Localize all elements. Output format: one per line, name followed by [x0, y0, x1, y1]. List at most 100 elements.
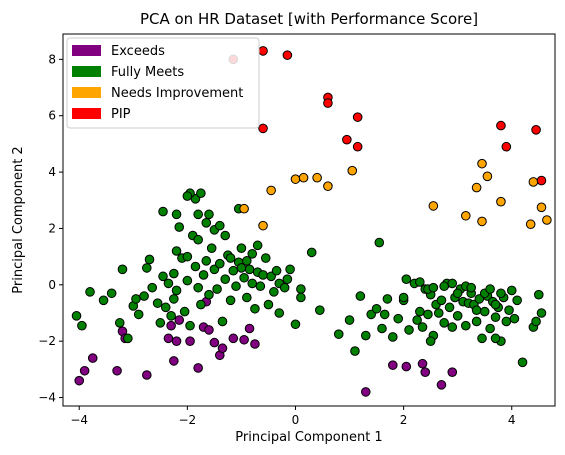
- data-point: [225, 253, 236, 263]
- y-tick-label: −4: [38, 391, 56, 405]
- data-point: [401, 274, 412, 284]
- data-point: [279, 282, 290, 293]
- data-point: [263, 299, 274, 310]
- data-point: [155, 318, 166, 328]
- data-point: [166, 320, 176, 331]
- data-point: [217, 343, 228, 354]
- data-point: [471, 316, 482, 327]
- data-point: [439, 281, 449, 292]
- data-point: [244, 323, 255, 334]
- data-point: [404, 325, 414, 335]
- data-point: [436, 380, 447, 390]
- y-axis-ticks: −4 −2 0 2 4 6 8: [38, 52, 63, 405]
- data-point: [182, 191, 193, 201]
- data-point: [504, 305, 514, 315]
- data-point: [142, 370, 152, 380]
- data-point: [258, 270, 268, 280]
- data-point: [393, 313, 404, 324]
- data-point: [496, 288, 506, 299]
- data-point: [490, 312, 501, 323]
- data-point: [147, 282, 158, 293]
- data-point: [417, 322, 428, 332]
- data-point: [371, 303, 382, 314]
- data-point: [193, 363, 203, 373]
- legend-label: Needs Improvement: [111, 86, 243, 101]
- legend-item: Needs Improvement: [72, 86, 243, 101]
- data-point: [477, 158, 487, 169]
- data-point: [460, 210, 471, 221]
- data-point: [436, 295, 447, 306]
- data-point: [315, 305, 325, 315]
- data-point: [433, 308, 444, 318]
- data-point: [374, 237, 385, 248]
- data-point: [133, 309, 144, 320]
- data-point: [169, 294, 179, 304]
- data-point: [312, 172, 322, 183]
- data-point: [247, 249, 258, 259]
- data-point: [242, 292, 252, 303]
- data-point: [247, 278, 258, 289]
- data-point: [496, 196, 506, 207]
- legend-label: Fully Meets: [111, 65, 184, 80]
- data-point: [179, 306, 190, 317]
- data-point: [525, 219, 536, 230]
- data-point: [206, 243, 217, 253]
- data-point: [536, 308, 547, 318]
- legend-item: Exceeds: [72, 44, 165, 59]
- data-point: [239, 203, 249, 214]
- data-point: [360, 330, 371, 341]
- data-point: [490, 333, 501, 344]
- y-tick-label: 4: [48, 165, 56, 179]
- data-point: [231, 281, 241, 292]
- data-point: [350, 346, 360, 356]
- plot-border: [62, 33, 556, 407]
- x-axis-label: Principal Component 1: [235, 430, 382, 445]
- data-point: [160, 302, 171, 313]
- data-point: [477, 216, 487, 227]
- data-point: [185, 320, 195, 331]
- data-point: [282, 274, 293, 284]
- data-point: [482, 171, 493, 182]
- data-point: [214, 220, 225, 231]
- data-point: [282, 50, 293, 60]
- data-point: [250, 303, 260, 314]
- y-tick-label: −2: [38, 334, 56, 348]
- data-point: [228, 333, 239, 344]
- data-point: [193, 234, 203, 245]
- data-point: [352, 112, 363, 122]
- data-point: [255, 281, 266, 292]
- data-point: [87, 353, 98, 363]
- x-tick-label: 4: [508, 413, 516, 427]
- data-point: [252, 240, 263, 251]
- legend-label: PIP: [111, 107, 131, 122]
- y-axis-label: Principal Component 2: [11, 146, 26, 293]
- data-point: [169, 356, 179, 366]
- data-point: [377, 323, 387, 334]
- legend-item: PIP: [72, 107, 131, 122]
- data-point: [485, 284, 495, 294]
- data-point: [401, 361, 412, 372]
- data-point: [479, 306, 490, 317]
- legend-swatch: [72, 87, 101, 98]
- data-point: [536, 202, 547, 213]
- data-point: [506, 285, 517, 296]
- data-point: [198, 270, 209, 280]
- data-point: [239, 272, 249, 283]
- data-point: [360, 387, 371, 397]
- data-point: [258, 220, 268, 231]
- series-fully-meets: [71, 188, 547, 368]
- y-tick-label: 8: [48, 52, 56, 66]
- data-point: [452, 311, 463, 321]
- data-point: [460, 320, 471, 331]
- data-point: [258, 46, 268, 56]
- data-point: [425, 336, 436, 346]
- data-point: [296, 292, 306, 303]
- legend-swatch: [72, 45, 101, 56]
- data-point: [236, 243, 247, 253]
- data-point: [417, 358, 428, 369]
- data-point: [71, 311, 82, 321]
- data-point: [447, 367, 458, 377]
- data-point: [220, 274, 230, 284]
- data-point: [250, 339, 260, 349]
- data-point: [106, 288, 117, 299]
